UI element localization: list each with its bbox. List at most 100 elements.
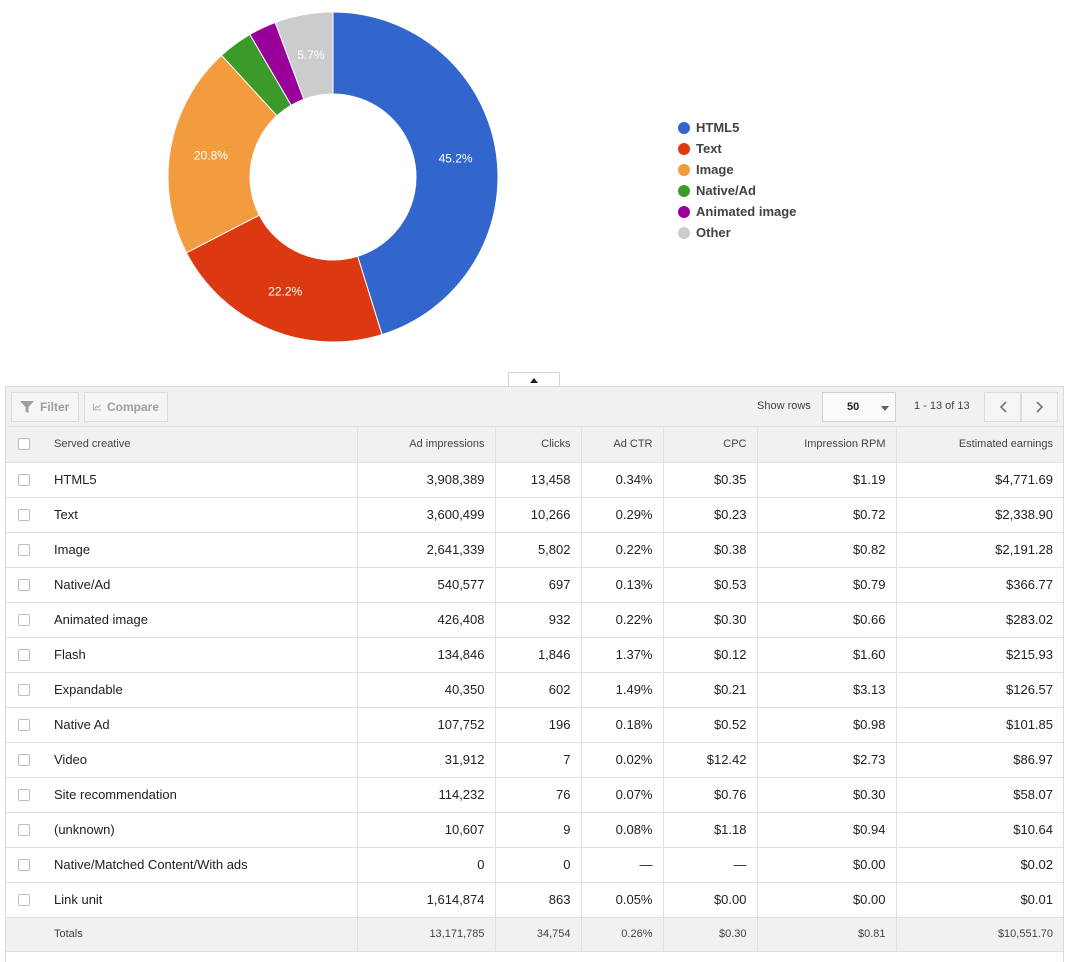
select-all-checkbox[interactable] [18, 438, 30, 451]
row-checkbox[interactable] [18, 473, 30, 486]
rows-per-page-select[interactable]: 50 [822, 392, 896, 422]
compare-button[interactable]: Compare [84, 392, 168, 422]
cell-impression-rpm: $2.73 [756, 742, 896, 778]
cell-estimated-earnings: $2,338.90 [895, 497, 1063, 533]
row-checkbox[interactable] [18, 683, 30, 696]
totals-label: Totals [44, 917, 357, 952]
row-checkbox[interactable] [18, 718, 30, 731]
column-header-clicks[interactable]: Clicks [494, 427, 581, 463]
column-header-estimated-earnings[interactable]: Estimated earnings [895, 427, 1063, 463]
table-row[interactable]: Image 2,641,339 5,802 0.22% $0.38 $0.82 $2,191… [6, 532, 1063, 568]
cell-cpc: $0.12 [662, 637, 757, 673]
cell-served-creative: (unknown) [44, 812, 357, 848]
pie-slice-other[interactable] [274, 11, 334, 100]
cell-clicks: 76 [494, 777, 581, 813]
cell-cpc: $0.38 [662, 532, 757, 568]
select-all-cell [6, 427, 44, 463]
pie-slice-text[interactable] [185, 214, 383, 343]
column-header-ad-impressions[interactable]: Ad impressions [356, 427, 495, 463]
filter-label: Filter [40, 400, 70, 414]
row-checkbox[interactable] [18, 648, 30, 661]
column-header-impression-rpm[interactable]: Impression RPM [756, 427, 896, 463]
table-row[interactable]: Text 3,600,499 10,266 0.29% $0.23 $0.72 $2,338… [6, 497, 1063, 533]
table-row[interactable]: Native Ad 107,752 196 0.18% $0.52 $0.98 $101.8… [6, 707, 1063, 743]
column-header-cpc[interactable]: CPC [662, 427, 757, 463]
legend-item[interactable]: Native/Ad [678, 180, 796, 201]
cell-ad-impressions: 2,641,339 [356, 532, 495, 568]
legend-item[interactable]: Animated image [678, 201, 796, 222]
cell-ad-ctr: 1.49% [580, 672, 663, 708]
report-panel: Filter Compare Show rows 50 1 - 13 of 13… [5, 386, 1064, 962]
row-select-cell [6, 602, 44, 638]
cell-impression-rpm: $0.94 [756, 812, 896, 848]
table-row[interactable]: Native/Ad 540,577 697 0.13% $0.53 $0.79 $366.7… [6, 567, 1063, 603]
cell-estimated-earnings: $0.02 [895, 847, 1063, 883]
cell-impression-rpm: $0.79 [756, 567, 896, 603]
table-row[interactable]: Native/Matched Content/With ads 0 0— — $0.00… [6, 847, 1063, 883]
legend-item[interactable]: Text [678, 138, 796, 159]
collapse-chart-tab[interactable] [508, 372, 560, 387]
legend-item[interactable]: Image [678, 159, 796, 180]
table-row[interactable]: Link unit 1,614,874 863 0.05% $0.00 $0.00 $0.0… [6, 882, 1063, 918]
totals-impression-rpm: $0.81 [756, 917, 896, 952]
totals-cpc: $0.30 [662, 917, 757, 952]
cell-clicks: 1,846 [494, 637, 581, 673]
column-header-served-creative[interactable]: Served creative [44, 427, 357, 463]
cell-impression-rpm: $3.13 [756, 672, 896, 708]
table-row[interactable]: (unknown) 10,607 9 0.08% $1.18 $0.94 $10.64 [6, 812, 1063, 848]
pie-slice-image[interactable] [167, 54, 278, 254]
row-checkbox[interactable] [18, 893, 30, 906]
cell-cpc: $0.35 [662, 462, 757, 498]
table-row[interactable]: Animated image 426,408 932 0.22% $0.30 $0.66 $… [6, 602, 1063, 638]
row-select-cell [6, 497, 44, 533]
report-toolbar: Filter Compare Show rows 50 1 - 13 of 13 [6, 387, 1063, 427]
row-checkbox[interactable] [18, 753, 30, 766]
legend-item[interactable]: Other [678, 222, 796, 243]
next-page-button[interactable] [1021, 392, 1058, 422]
cell-clicks: 932 [494, 602, 581, 638]
cell-cpc: — [662, 847, 757, 883]
cell-estimated-earnings: $10.64 [895, 812, 1063, 848]
cell-ad-impressions: 426,408 [356, 602, 495, 638]
caret-up-icon [530, 377, 538, 383]
filter-button[interactable]: Filter [11, 392, 79, 422]
row-checkbox[interactable] [18, 858, 30, 871]
cell-estimated-earnings: $283.02 [895, 602, 1063, 638]
row-checkbox[interactable] [18, 578, 30, 591]
cell-ad-ctr: — [580, 847, 663, 883]
row-checkbox[interactable] [18, 613, 30, 626]
row-checkbox[interactable] [18, 543, 30, 556]
row-select-cell [6, 532, 44, 568]
table-row[interactable]: Video 31,912 7 0.02% $12.42 $2.73 $86.97 [6, 742, 1063, 778]
legend-label: Native/Ad [696, 183, 756, 198]
legend-swatch-icon [678, 163, 690, 176]
cell-ad-impressions: 3,908,389 [356, 462, 495, 498]
legend-swatch-icon [678, 226, 690, 239]
row-checkbox[interactable] [18, 823, 30, 836]
previous-page-button[interactable] [984, 392, 1021, 422]
cell-estimated-earnings: $215.93 [895, 637, 1063, 673]
table-row[interactable]: Expandable 40,350 602 1.49% $0.21 $3.13 $126.5… [6, 672, 1063, 708]
table-row[interactable]: Flash 134,846 1,846 1.37% $0.12 $1.60 $215.93 [6, 637, 1063, 673]
row-checkbox[interactable] [18, 788, 30, 801]
cell-ad-impressions: 0 [356, 847, 495, 883]
row-select-cell [6, 672, 44, 708]
legend-item[interactable]: HTML5 [678, 117, 796, 138]
column-header-ad-ctr[interactable]: Ad CTR [580, 427, 663, 463]
cell-impression-rpm: $0.00 [756, 882, 896, 918]
table-row[interactable]: Site recommendation 114,232 76 0.07% $0.76 $0… [6, 777, 1063, 813]
chart-area: 45.2% 22.2% 20.8% 5.7% HTML5 Text Image Native… [0, 0, 1070, 370]
cell-estimated-earnings: $366.77 [895, 567, 1063, 603]
legend-label: Animated image [696, 204, 797, 219]
donut-chart: 45.2% 22.2% 20.8% 5.7% [167, 11, 499, 343]
cell-served-creative: Flash [44, 637, 357, 673]
row-select-cell [6, 847, 44, 883]
pie-slice-html5[interactable] [332, 11, 499, 336]
chevron-down-icon [881, 406, 889, 411]
cell-ad-ctr: 0.34% [580, 462, 663, 498]
row-checkbox[interactable] [18, 508, 30, 521]
row-select-cell [6, 777, 44, 813]
cell-clicks: 697 [494, 567, 581, 603]
table-row[interactable]: HTML5 3,908,389 13,458 0.34% $0.35 $1.19 $4,77… [6, 462, 1063, 498]
slice-label: 22.2% [268, 284, 302, 298]
